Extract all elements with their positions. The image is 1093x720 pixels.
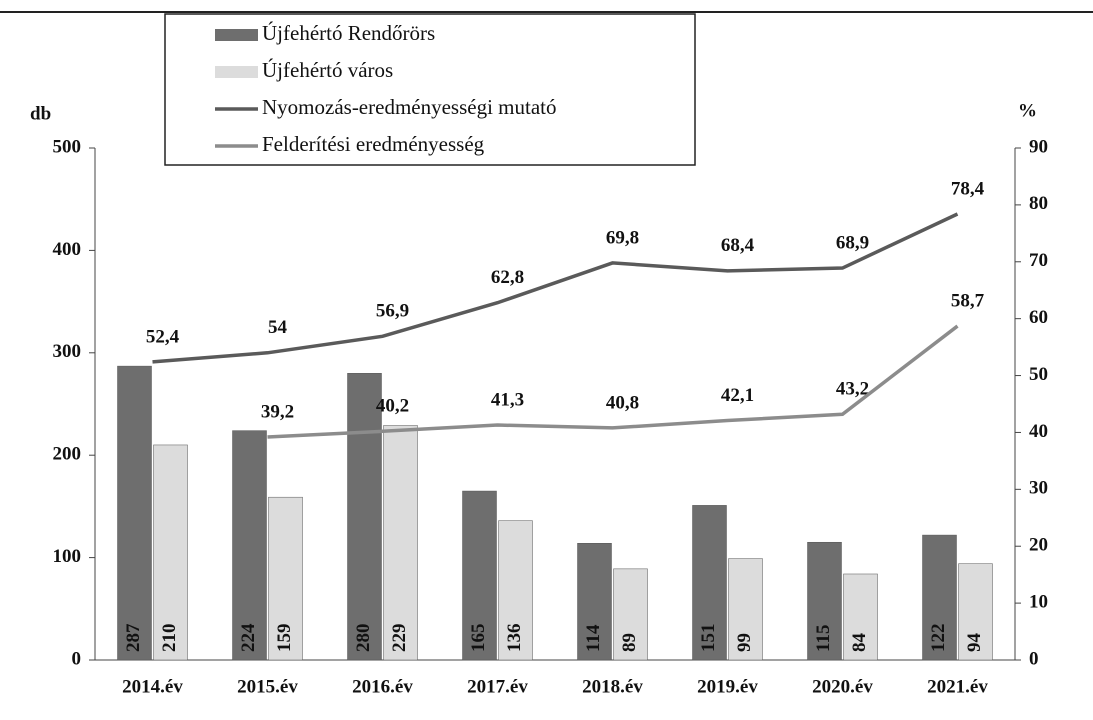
x-tick-label: 2015.év [237, 676, 298, 697]
bar [577, 543, 612, 661]
bar-value-label: 159 [274, 624, 295, 653]
x-tick-label: 2021.év [927, 676, 988, 697]
y-tick-label: 300 [53, 341, 82, 362]
legend-label: Újfehértó Rendőrörs [262, 21, 435, 45]
legend-swatch [215, 29, 258, 41]
line-value-label: 62,8 [491, 267, 524, 288]
bar-value-label: 224 [238, 623, 259, 652]
bar-value-label: 280 [353, 624, 374, 653]
x-tick-label: 2018.év [582, 676, 643, 697]
y2-tick-label: 90 [1029, 136, 1048, 157]
y-tick-label: 0 [72, 648, 82, 669]
line-value-label: 69,8 [606, 227, 639, 248]
y2-tick-label: 0 [1029, 648, 1039, 669]
y-tick-label: 500 [53, 136, 82, 157]
y-tick-label: 200 [53, 444, 82, 465]
y2-tick-label: 40 [1029, 421, 1048, 442]
bar [692, 505, 727, 661]
y-tick-label: 100 [53, 546, 82, 567]
bar-value-label: 229 [389, 624, 410, 653]
bar [843, 573, 878, 661]
bar [117, 365, 152, 661]
line [152, 212, 959, 364]
line-value-label: 58,7 [951, 290, 985, 311]
y2-tick-label: 70 [1029, 250, 1048, 271]
bar [728, 558, 763, 661]
line-value-label: 43,2 [836, 379, 869, 400]
bar [153, 444, 188, 661]
x-tick-label: 2019.év [697, 676, 758, 697]
bar [958, 563, 993, 661]
x-tick-label: 2017.év [467, 676, 528, 697]
line-value-label: 56,9 [376, 301, 409, 322]
bar [383, 425, 418, 661]
bar-value-label: 210 [159, 624, 180, 653]
bar [498, 520, 533, 661]
y2-tick-label: 10 [1029, 591, 1048, 612]
line-value-label: 68,9 [836, 232, 869, 253]
bar-value-label: 84 [849, 633, 870, 653]
bar-value-label: 136 [504, 624, 525, 653]
x-tick-label: 2020.év [812, 676, 873, 697]
y2-tick-label: 30 [1029, 478, 1048, 499]
line-value-label: 78,4 [951, 178, 985, 199]
bar [462, 490, 497, 661]
y2-tick-label: 50 [1029, 364, 1048, 385]
legend-swatch [215, 66, 258, 78]
bar-value-label: 89 [619, 633, 640, 652]
line-value-label: 42,1 [721, 385, 754, 406]
bar-value-label: 151 [698, 624, 719, 653]
bar-value-label: 287 [123, 623, 144, 652]
line-value-label: 39,2 [261, 401, 294, 422]
legend-box [164, 13, 696, 166]
legend-label: Felderítési eredményesség [262, 132, 485, 156]
bar-value-label: 165 [468, 624, 489, 653]
bar-value-label: 114 [583, 624, 604, 652]
bar [268, 496, 303, 661]
line-value-label: 68,4 [721, 235, 755, 256]
y2-tick-label: 20 [1029, 535, 1048, 556]
bar [613, 568, 648, 661]
y2-tick-label: 80 [1029, 193, 1048, 214]
line-value-label: 40,8 [606, 392, 639, 413]
bar-value-label: 122 [928, 624, 949, 653]
bar [232, 430, 267, 661]
bar-value-label: 94 [964, 633, 985, 653]
bar [807, 541, 842, 661]
bar-value-label: 99 [734, 633, 755, 652]
line [267, 324, 959, 439]
line-value-label: 52,4 [146, 326, 180, 347]
line-value-label: 41,3 [491, 389, 524, 410]
y2-axis-label: % [1018, 100, 1037, 121]
bar [347, 373, 382, 661]
x-tick-label: 2016.év [352, 676, 413, 697]
y-tick-label: 400 [53, 239, 82, 260]
legend-label: Nyomozás-eredményességi mutató [262, 95, 557, 119]
y-axis-label: db [30, 103, 51, 124]
line-value-label: 54 [268, 317, 288, 338]
y2-tick-label: 60 [1029, 307, 1048, 328]
line-value-label: 40,2 [376, 396, 409, 417]
x-tick-label: 2014.év [122, 676, 183, 697]
bar-value-label: 115 [813, 625, 834, 652]
bar [922, 534, 957, 661]
legend-label: Újfehértó város [262, 58, 393, 82]
